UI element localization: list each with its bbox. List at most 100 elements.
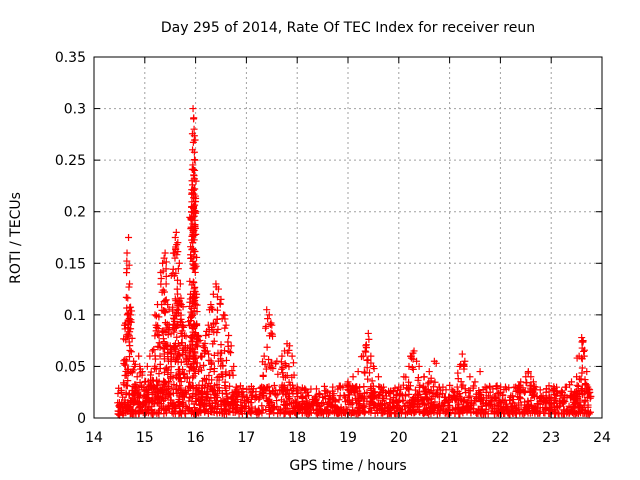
data-point [500, 398, 508, 406]
data-point [461, 357, 469, 365]
data-point [575, 403, 583, 411]
data-point [210, 337, 218, 345]
data-point [208, 376, 216, 384]
data-point [204, 410, 212, 418]
data-point [367, 386, 375, 394]
data-point [354, 395, 362, 403]
data-point [361, 408, 369, 416]
data-point [176, 280, 184, 288]
data-point [371, 401, 379, 409]
data-point [125, 353, 133, 361]
data-point [293, 389, 301, 397]
data-point [162, 409, 170, 417]
data-point [228, 389, 236, 397]
data-point [121, 356, 129, 364]
data-point [213, 306, 221, 314]
data-point [454, 369, 462, 377]
data-point [233, 404, 241, 412]
data-point [121, 396, 129, 404]
data-point [148, 347, 156, 355]
data-point [167, 396, 175, 404]
data-point [214, 325, 222, 333]
data-point [274, 370, 282, 378]
data-point [512, 410, 520, 418]
data-point [174, 239, 182, 247]
data-point [364, 356, 372, 364]
data-point [446, 381, 454, 389]
data-point [459, 381, 467, 389]
x-tick-label: 15 [136, 430, 154, 446]
data-point [247, 395, 255, 403]
data-point [213, 315, 221, 323]
data-point [580, 352, 588, 360]
data-point [216, 300, 224, 308]
data-point [219, 362, 227, 370]
data-point [444, 405, 452, 413]
data-point [209, 290, 217, 298]
data-point [496, 388, 504, 396]
data-point [473, 409, 481, 417]
data-point [515, 399, 523, 407]
data-point [154, 342, 162, 350]
data-point [573, 389, 581, 397]
data-point [179, 365, 187, 373]
data-point [505, 384, 513, 392]
data-point [487, 407, 495, 415]
data-point [264, 398, 272, 406]
y-tick-label: 0.05 [55, 359, 86, 375]
data-point [225, 408, 233, 416]
data-point [262, 324, 270, 332]
data-point [527, 397, 535, 405]
data-point [437, 406, 445, 414]
data-point [581, 387, 589, 395]
data-point [339, 383, 347, 391]
data-point [185, 397, 193, 405]
data-point [474, 405, 482, 413]
data-point [170, 272, 178, 280]
data-point [542, 399, 550, 407]
data-point [273, 403, 281, 411]
data-point [354, 368, 362, 376]
data-point [321, 387, 329, 395]
data-point [182, 332, 190, 340]
data-point [213, 380, 221, 388]
data-point [314, 405, 322, 413]
data-point [137, 401, 145, 409]
data-point [586, 386, 594, 394]
data-point [364, 329, 372, 337]
data-point [303, 397, 311, 405]
data-point [205, 379, 213, 387]
data-point [239, 405, 247, 413]
data-point [176, 352, 184, 360]
data-point [143, 362, 151, 370]
data-point [130, 391, 138, 399]
data-point [136, 379, 144, 387]
data-point [191, 354, 199, 362]
data-point [197, 396, 205, 404]
data-point [160, 254, 168, 262]
data-point [171, 234, 179, 241]
data-point [188, 409, 196, 417]
data-point [344, 380, 352, 388]
data-point [127, 303, 135, 311]
data-point [190, 175, 198, 183]
data-point [552, 391, 560, 399]
data-point [210, 367, 218, 375]
data-point [124, 408, 132, 416]
data-point [572, 399, 580, 407]
data-point [445, 410, 453, 418]
data-point [200, 344, 208, 352]
data-point [341, 398, 349, 406]
data-point [148, 402, 156, 410]
data-point [254, 406, 262, 414]
data-point [465, 405, 473, 413]
data-point [561, 397, 569, 405]
data-point [420, 387, 428, 395]
data-point [123, 357, 131, 365]
data-point [279, 390, 287, 398]
data-point [189, 105, 197, 113]
data-point [126, 328, 134, 336]
data-point [260, 352, 268, 360]
data-point [420, 373, 428, 381]
data-point [162, 272, 170, 280]
